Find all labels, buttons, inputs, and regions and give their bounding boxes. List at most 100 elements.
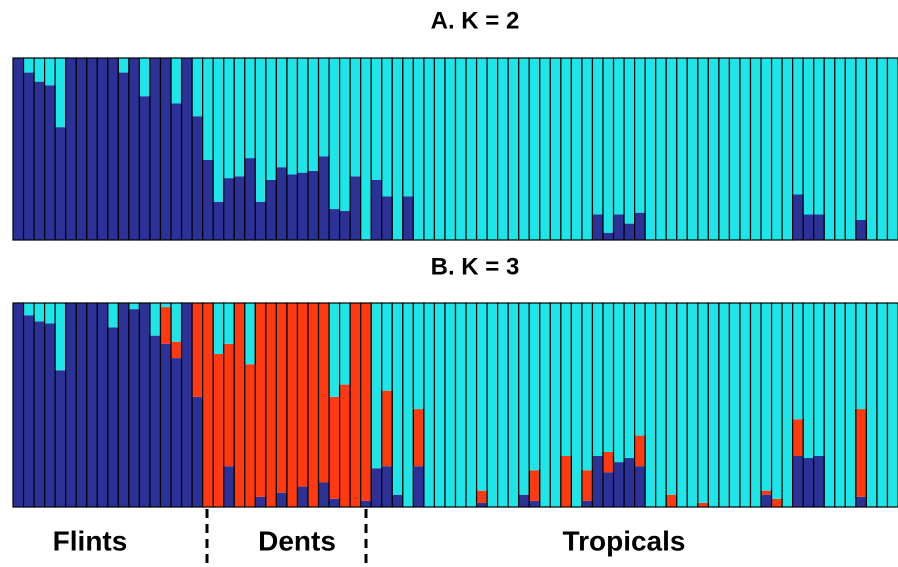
bar-segment: [297, 172, 308, 240]
bar-segment: [308, 170, 319, 240]
bar-segment: [255, 201, 266, 240]
bar-segment: [855, 496, 867, 507]
bar-segment: [339, 303, 351, 385]
bar-segment: [739, 303, 751, 507]
bar-segment: [866, 58, 877, 240]
bar-segment: [160, 303, 172, 308]
bar-segment: [824, 303, 835, 507]
bar-segment: [497, 303, 509, 507]
bar-segment: [634, 435, 646, 467]
bar-segment: [381, 390, 393, 467]
bar-segment: [234, 58, 245, 177]
bar-segment: [329, 303, 340, 397]
bar-segment: [813, 58, 825, 215]
group-label: Tropicals: [563, 525, 686, 556]
bar-segment: [181, 58, 193, 240]
bar-segment: [634, 212, 646, 240]
bar-segment: [455, 58, 467, 240]
bar-segment: [676, 303, 688, 507]
bar-segment: [487, 303, 498, 507]
bar-segment: [55, 58, 66, 128]
bar-segment: [855, 303, 867, 410]
bar-segment: [23, 58, 35, 73]
bar-segment: [792, 419, 804, 456]
bar-segment: [192, 303, 203, 397]
bar-segment: [171, 303, 182, 342]
bar-segment: [202, 159, 214, 240]
bar-segment: [718, 58, 730, 240]
bar-segment: [213, 303, 224, 354]
bar-segment: [392, 303, 403, 495]
bar-segment: [581, 303, 593, 471]
bar-segment: [171, 103, 182, 240]
bar-segment: [550, 58, 561, 240]
bar-segment: [560, 303, 572, 456]
bar-segment: [44, 323, 56, 507]
bar-segment: [687, 303, 698, 507]
bar-segment: [603, 58, 614, 233]
bar-segment: [23, 315, 35, 507]
bar-segment: [360, 58, 372, 240]
bar-segment: [329, 498, 340, 507]
bar-segment: [518, 494, 530, 507]
bar-segment: [803, 458, 814, 507]
bar-segment: [339, 210, 351, 240]
bar-segment: [887, 303, 898, 507]
bar-segment: [613, 303, 625, 463]
bar-segment: [44, 85, 56, 240]
bar-segment: [244, 158, 256, 240]
bar-segment: [255, 496, 266, 507]
bar-segment: [392, 58, 403, 240]
bar-segment: [708, 58, 719, 240]
panels: A. K = 2 B. K = 3: [12, 7, 898, 508]
bar-segment: [118, 72, 129, 240]
bar-segment: [782, 303, 793, 507]
bar-segment: [223, 58, 235, 179]
bar-segment: [624, 58, 635, 224]
bar-segment: [350, 176, 361, 240]
bar-segment: [813, 456, 825, 507]
bar-segment: [529, 470, 540, 501]
bar-segment: [192, 58, 203, 117]
bar-segment: [697, 303, 709, 503]
bar-segment: [423, 58, 435, 240]
bar-segment: [213, 201, 224, 240]
bar-segment: [402, 58, 414, 197]
bar-segment: [329, 209, 340, 240]
bar-segment: [887, 58, 898, 240]
bar-segment: [76, 303, 87, 507]
bar-segment: [876, 303, 888, 507]
bar-segment: [297, 303, 308, 487]
bar-segment: [444, 303, 456, 507]
bar-segment: [402, 303, 414, 507]
bar-segment: [855, 219, 867, 240]
bar-segment: [771, 58, 783, 240]
bar-segment: [761, 303, 772, 491]
bar-segment: [402, 196, 414, 240]
bar-segment: [107, 303, 119, 328]
bar-segment: [192, 396, 203, 507]
bar-segment: [55, 370, 66, 507]
bar-segment: [792, 303, 804, 420]
bar-segment: [592, 214, 603, 240]
bar-segment: [392, 494, 403, 507]
bar-segment: [65, 303, 77, 507]
bar-segment: [666, 494, 677, 507]
bar-segment: [603, 303, 614, 452]
bar-segment: [276, 58, 287, 168]
bar-segment: [360, 303, 372, 501]
bar-segment: [97, 303, 108, 507]
bar-segment: [813, 303, 825, 456]
bar-segment: [286, 303, 298, 507]
bar-segment: [603, 451, 614, 473]
bar-segment: [255, 58, 266, 202]
bar-segment: [634, 303, 646, 436]
bar-segment: [718, 303, 730, 507]
bar-segment: [729, 58, 740, 240]
bar-segment: [666, 58, 677, 240]
bar-segment: [434, 303, 445, 507]
bar-outline: [886, 302, 898, 508]
bar-segment: [603, 232, 614, 240]
bar-outline: [886, 57, 898, 241]
bar-segment: [223, 303, 235, 344]
